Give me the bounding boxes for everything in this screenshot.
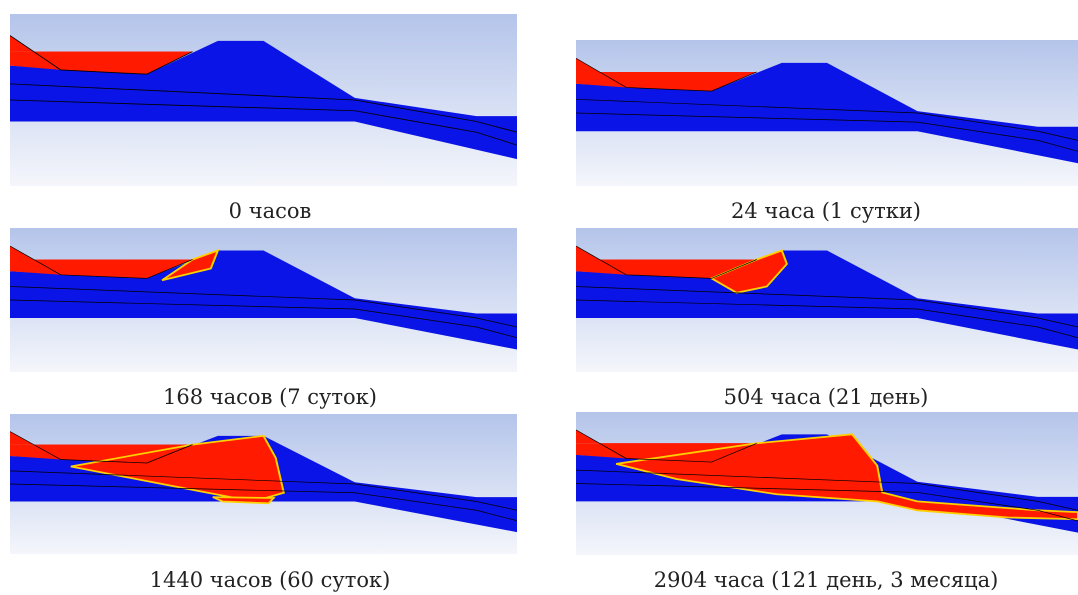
simulation-panel [10,414,517,554]
dam-body [576,62,1078,164]
layer-line [576,98,1078,141]
dam-body [10,40,517,160]
layer-line [576,286,1078,328]
reservoir [576,71,757,92]
saturated-zone [212,496,276,505]
layer-line [10,470,517,511]
layer-line [576,112,1078,152]
dam-body [576,250,1078,350]
layer-line [10,299,517,339]
layer-line [10,431,193,464]
layer-line [10,35,193,75]
panel-caption: 504 часа (21 день) [723,385,929,409]
reservoir [576,259,757,279]
simulation-panel [10,228,517,372]
layer-line [10,99,517,146]
simulation-panel [10,14,517,186]
layer-line [576,429,757,463]
layer-line [576,469,1078,511]
simulation-panel [576,228,1078,372]
layer-line [10,245,193,279]
dam-body [10,250,517,350]
layer-line [10,83,517,133]
layer-line [576,483,1078,522]
reservoir [10,259,193,279]
reservoir [10,51,193,75]
panel-caption: 2904 часа (121 день, 3 месяца) [653,568,999,592]
saturated-zone [161,248,220,282]
layer-line [10,286,517,328]
simulation-panel [576,412,1078,555]
panel-caption: 168 часов (7 суток) [163,385,377,409]
simulation-panel [576,40,1078,186]
panel-caption: 1440 часов (60 суток) [149,568,391,592]
layer-line [576,57,757,92]
layer-line [576,245,757,279]
layer-line [576,299,1078,339]
panel-caption: 24 часа (1 сутки) [730,199,922,223]
layer-line [10,483,517,522]
saturated-zone [615,433,1078,521]
panel-caption: 0 часов [228,199,312,223]
